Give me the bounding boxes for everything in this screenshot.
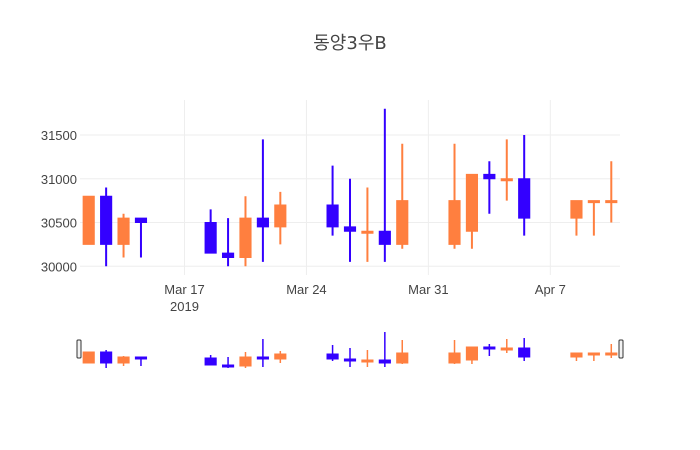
- candle-body-decreasing: [326, 204, 339, 228]
- range-slider-left-handle[interactable]: [76, 339, 82, 359]
- slider-candle-body-increasing: [117, 356, 130, 364]
- slider-candle-body-increasing: [570, 352, 583, 358]
- candle-body-increasing: [587, 200, 600, 204]
- chart-title: 동양3우B: [313, 33, 386, 54]
- slider-candle-body-decreasing: [343, 358, 357, 362]
- slider-candle-body-decreasing: [204, 357, 217, 366]
- candle-body-increasing: [361, 230, 374, 234]
- slider-candle-body-decreasing: [134, 356, 148, 360]
- x-tick-label: Apr 7: [535, 282, 566, 297]
- candle-body-increasing: [570, 200, 583, 219]
- candle-body-decreasing: [134, 217, 148, 223]
- candle-body-decreasing: [518, 178, 531, 219]
- axis-labels: 30000 30500 31000 31500 Mar 17 2019 Mar 24 Mar …: [41, 128, 566, 314]
- candle-body-decreasing: [343, 226, 357, 232]
- y-tick-label: 31500: [41, 128, 77, 143]
- range-slider[interactable]: [76, 330, 624, 370]
- candle-body-increasing: [117, 217, 130, 245]
- y-tick-label: 30500: [41, 216, 77, 231]
- candle-body-decreasing: [204, 222, 217, 254]
- candle-body-increasing: [605, 200, 618, 204]
- slider-candle-body-increasing: [465, 346, 479, 361]
- candle-body-increasing: [500, 178, 513, 182]
- slider-candle-body-decreasing: [483, 346, 496, 350]
- candle-body-increasing: [465, 173, 479, 232]
- candle-body-decreasing: [221, 252, 235, 258]
- slider-candle-body-decreasing: [378, 359, 391, 364]
- candle-body-decreasing: [378, 230, 391, 245]
- candle-body-increasing: [274, 204, 287, 228]
- slider-candle-body-decreasing: [221, 364, 235, 368]
- slider-candle-body-increasing: [239, 356, 252, 367]
- candle-body-decreasing: [256, 217, 269, 228]
- slider-candle-body-increasing: [500, 347, 513, 351]
- x-tick-label: Mar 24: [286, 282, 326, 297]
- slider-candle-body-increasing: [448, 352, 461, 364]
- candle-body-increasing: [396, 200, 409, 245]
- x-tick-year-label: 2019: [170, 299, 199, 314]
- x-tick-label: Mar 17: [164, 282, 204, 297]
- candle-body-increasing: [448, 200, 461, 245]
- slider-candle-body-increasing: [361, 359, 374, 363]
- y-tick-label: 31000: [41, 172, 77, 187]
- slider-candle-body-decreasing: [518, 347, 531, 358]
- slider-candle-body-increasing: [587, 352, 600, 356]
- candle-body-increasing: [82, 195, 95, 245]
- slider-candle-body-increasing: [274, 353, 287, 360]
- slider-candle-body-increasing: [605, 352, 618, 356]
- y-tick-label: 30000: [41, 259, 77, 274]
- slider-candle-body-decreasing: [256, 356, 269, 360]
- slider-candle-body-increasing: [82, 351, 95, 364]
- range-slider-right-handle[interactable]: [618, 339, 624, 359]
- candle-body-decreasing: [100, 195, 113, 245]
- x-tick-label: Mar 31: [408, 282, 448, 297]
- candles-layer: [82, 108, 618, 267]
- slider-candle-body-decreasing: [326, 353, 339, 360]
- slider-candle-body-decreasing: [100, 351, 113, 364]
- slider-candle-body-increasing: [396, 352, 409, 364]
- candle-body-increasing: [239, 217, 252, 258]
- candle-body-decreasing: [483, 173, 496, 180]
